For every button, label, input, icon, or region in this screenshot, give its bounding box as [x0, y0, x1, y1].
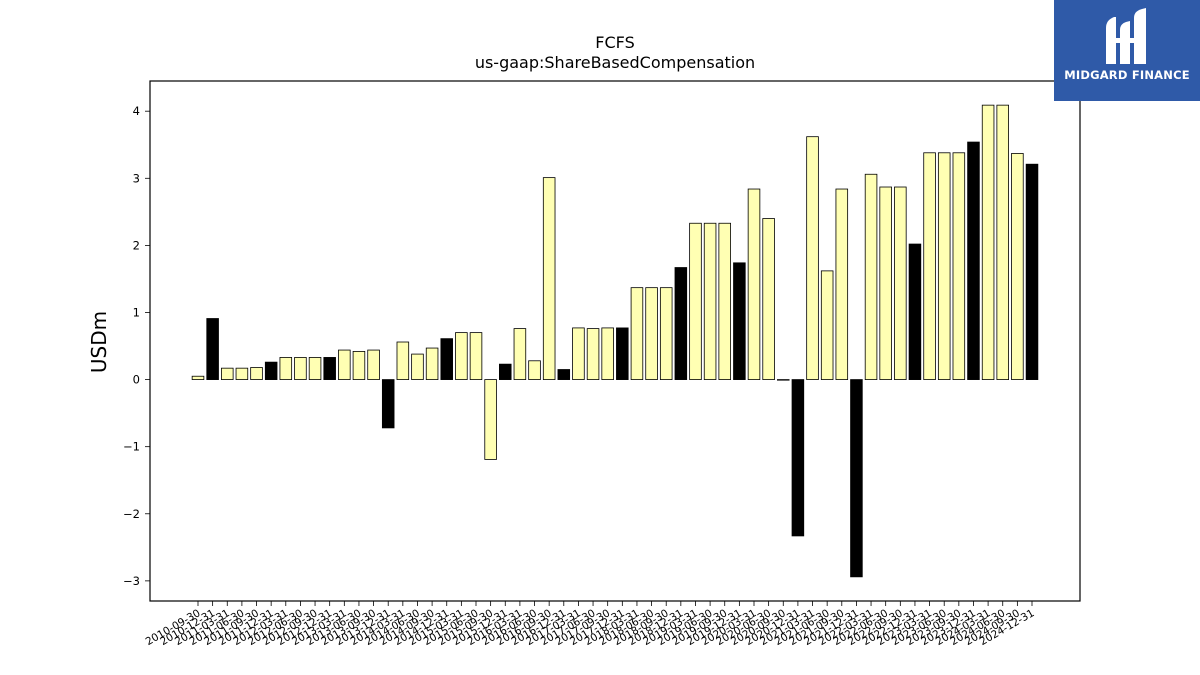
- bar: [367, 349, 380, 380]
- bar: [221, 367, 234, 380]
- y-axis-label: USDm: [87, 311, 111, 373]
- brand-name: MIDGARD FINANCE: [1064, 68, 1190, 82]
- y-tick-label: 3: [133, 171, 140, 185]
- brand-logo: MIDGARD FINANCE: [1054, 0, 1200, 101]
- bar: [381, 379, 395, 429]
- bar: [264, 361, 278, 380]
- bar: [425, 347, 439, 380]
- bar: [455, 332, 468, 380]
- bar: [791, 379, 805, 537]
- bar: [1011, 153, 1024, 380]
- bar: [747, 188, 761, 380]
- bar: [586, 328, 600, 380]
- y-tick-label: −1: [123, 440, 140, 454]
- bar: [630, 287, 644, 380]
- bar: [528, 360, 541, 380]
- bar: [777, 379, 790, 381]
- bar: [703, 222, 717, 380]
- bar: [499, 363, 512, 380]
- bar: [484, 379, 497, 460]
- bar: [250, 367, 263, 380]
- bar: [952, 152, 966, 380]
- bar: [835, 188, 849, 380]
- y-tick-label: −2: [123, 507, 140, 521]
- bar: [820, 270, 834, 380]
- bar: [206, 318, 219, 380]
- bar: [616, 327, 629, 380]
- bar: [674, 267, 688, 380]
- bar: [1025, 163, 1039, 380]
- chart-subtitle: us-gaap:ShareBasedCompensation: [475, 53, 755, 72]
- bars-group: [191, 104, 1039, 578]
- x-ticks-group: 2010-09-302010-12-312011-03-312011-06-30…: [144, 601, 1037, 648]
- y-tick-label: 2: [133, 238, 140, 252]
- bar: [967, 141, 980, 380]
- bar: [894, 186, 907, 380]
- y-tick-label: 0: [133, 373, 140, 387]
- bar: [996, 104, 1009, 380]
- bar: [879, 186, 892, 380]
- bar: [850, 379, 863, 578]
- bar: [352, 350, 366, 380]
- y-tick-label: 4: [133, 104, 140, 118]
- bar: [294, 357, 307, 380]
- bar: [235, 367, 249, 380]
- bar: [806, 136, 819, 380]
- bar: [659, 287, 673, 380]
- bar: [908, 243, 922, 380]
- bar: [542, 177, 556, 380]
- bar: [981, 104, 995, 380]
- y-tick-label: 1: [133, 305, 140, 319]
- bar: [323, 357, 336, 380]
- bar: [191, 375, 205, 380]
- bar: [338, 349, 351, 380]
- bar: [689, 222, 702, 380]
- bar: [864, 173, 878, 380]
- bar: [645, 287, 658, 380]
- bar: [601, 327, 614, 380]
- bar: [718, 222, 731, 380]
- y-ticks-group: 4 3 2 1 0 −1 −2 −3: [123, 104, 150, 588]
- chart-title: FCFS: [595, 33, 634, 52]
- bar: [396, 341, 410, 380]
- bar: [557, 369, 571, 380]
- bar: [469, 332, 483, 380]
- bar: [308, 357, 322, 380]
- bar: [937, 152, 951, 380]
- bar: [923, 152, 936, 380]
- bar: [279, 357, 293, 380]
- bar: [762, 218, 775, 380]
- bar: [440, 338, 453, 380]
- y-tick-label: −3: [123, 574, 140, 588]
- plot-frame: [149, 80, 1081, 602]
- bar: [733, 262, 746, 380]
- bar: [411, 353, 424, 380]
- bar: [513, 328, 527, 380]
- bar: [572, 327, 585, 380]
- brand-mark-icon: [1106, 8, 1146, 64]
